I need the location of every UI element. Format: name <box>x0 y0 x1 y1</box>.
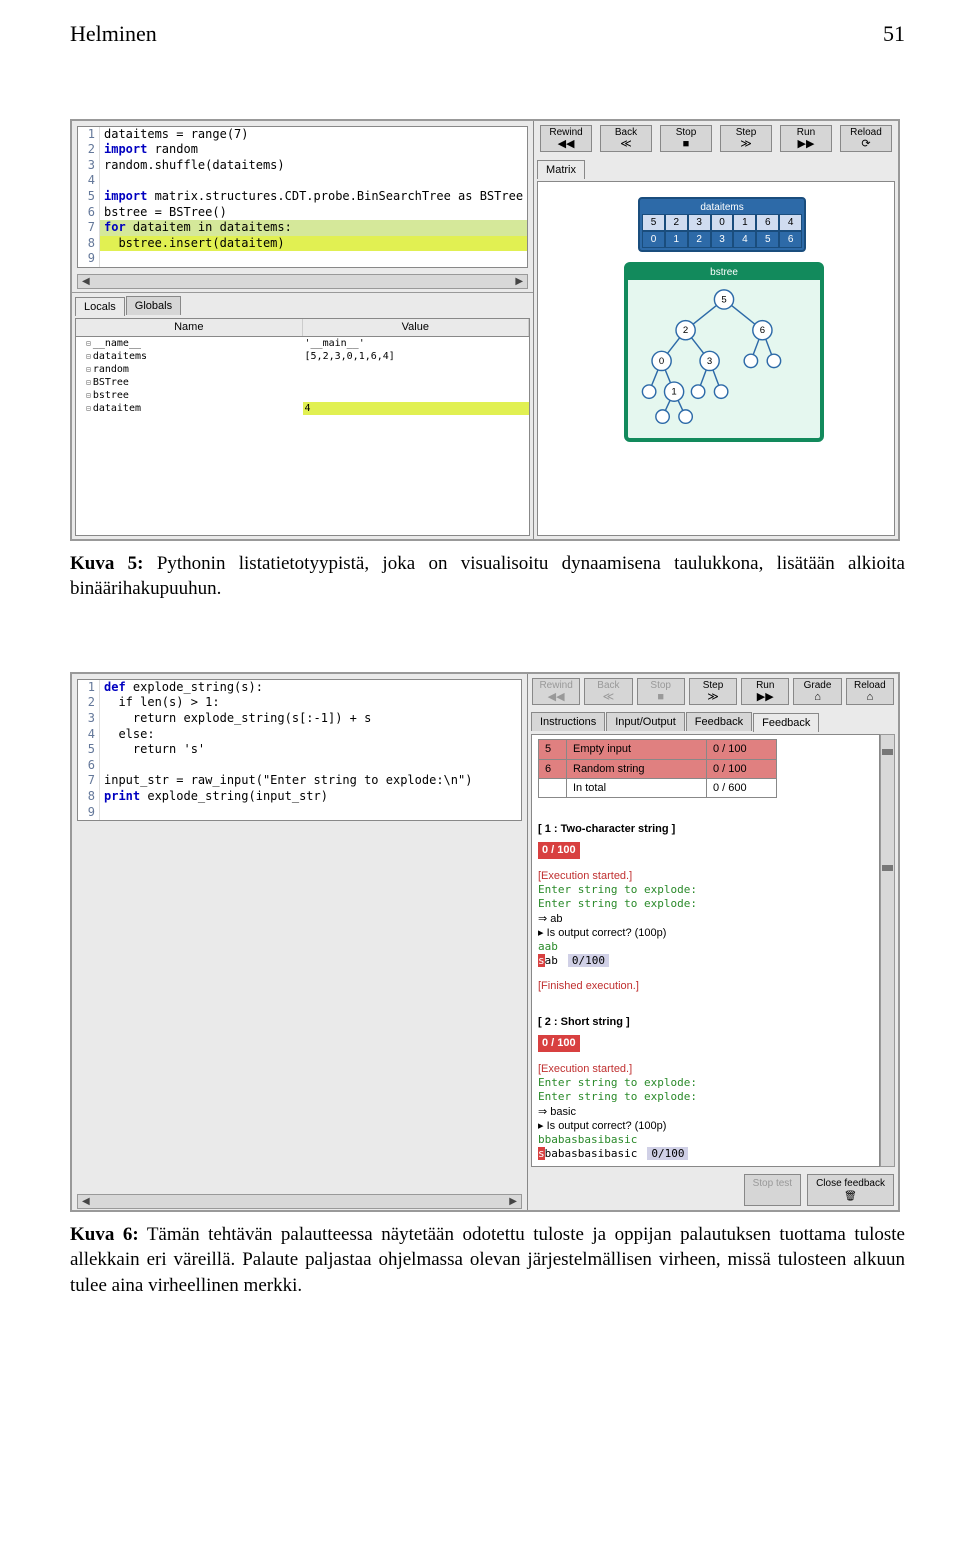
toolbar-back-button: Back≪ <box>584 678 632 705</box>
svg-text:1: 1 <box>671 387 676 398</box>
svg-text:0: 0 <box>659 356 664 367</box>
feedback-test: [ 1 : Two-character string ]0 / 100[Exec… <box>538 808 873 993</box>
tab-instructions[interactable]: Instructions <box>531 712 605 731</box>
variable-row: ⊟random <box>76 363 529 376</box>
scrollbar-horizontal[interactable]: ◀▶ <box>77 274 528 289</box>
toolbar-rewind-button: Rewind◀◀ <box>532 678 580 705</box>
scrollbar-horizontal[interactable]: ◀▶ <box>77 1194 522 1209</box>
variable-row: ⊟__name__'__main__' <box>76 337 529 350</box>
toolbar-reload-button[interactable]: Reload⌂ <box>846 678 894 705</box>
code-editor: 1def explode_string(s):2 if len(s) > 1:3… <box>77 679 522 821</box>
variable-row: ⊟bstree <box>76 389 529 402</box>
caption-2: Kuva 6: Tämän tehtävän palautteessa näyt… <box>70 1222 905 1299</box>
score-row: 6Random string0 / 100 <box>539 759 777 778</box>
toolbar-run-button[interactable]: Run▶▶ <box>780 125 832 152</box>
toolbar-grade-button[interactable]: Grade⌂ <box>793 678 841 705</box>
scrollbar-vertical[interactable] <box>880 734 895 1167</box>
toolbar-rewind-button[interactable]: Rewind◀◀ <box>540 125 592 152</box>
visualization-canvas: dataitems 5230164 0123456 bstree 526031 <box>537 181 895 536</box>
dataitems-array: dataitems 5230164 0123456 <box>638 197 806 252</box>
toolbar-reload-button[interactable]: Reload⟳ <box>840 125 892 152</box>
toolbar-stop-button[interactable]: Stop■ <box>660 125 712 152</box>
svg-text:3: 3 <box>707 356 712 367</box>
tab-feedback[interactable]: Feedback <box>753 713 819 732</box>
score-row: In total0 / 600 <box>539 778 777 797</box>
header-left: Helminen <box>70 20 157 49</box>
toolbar-step-button[interactable]: Step≫ <box>689 678 737 705</box>
tab-input-output[interactable]: Input/Output <box>606 712 685 731</box>
tab-globals[interactable]: Globals <box>126 296 181 315</box>
tab-locals[interactable]: Locals <box>75 297 125 316</box>
toolbar-step-button[interactable]: Step≫ <box>720 125 772 152</box>
figure-1: 1dataitems = range(7)2import random3rand… <box>70 119 900 541</box>
score-row: 5Empty input0 / 100 <box>539 740 777 759</box>
caption-1: Kuva 5: Pythonin listatietotyypistä, jok… <box>70 551 905 602</box>
score-table: 5Empty input0 / 1006Random string0 / 100… <box>538 739 777 798</box>
close-feedback-button[interactable]: Close feedback🗑 <box>807 1174 894 1206</box>
bstree-graph: bstree 526031 <box>624 262 824 442</box>
toolbar-stop-button: Stop■ <box>637 678 685 705</box>
variable-row: ⊟dataitems[5,2,3,0,1,6,4] <box>76 350 529 363</box>
header-right: 51 <box>883 20 905 49</box>
variable-row: ⊟dataitem4 <box>76 402 529 415</box>
tab-matrix[interactable]: Matrix <box>537 160 585 179</box>
tab-feedback[interactable]: Feedback <box>686 712 752 731</box>
svg-text:6: 6 <box>760 325 765 336</box>
feedback-panel: 5Empty input0 / 1006Random string0 / 100… <box>531 734 880 1167</box>
code-editor: 1dataitems = range(7)2import random3rand… <box>77 126 528 268</box>
stop-test-button: Stop test <box>744 1174 801 1206</box>
col-value: Value <box>303 319 530 335</box>
toolbar-back-button[interactable]: Back≪ <box>600 125 652 152</box>
variable-row: ⊟BSTree <box>76 376 529 389</box>
feedback-test: [ 2 : Short string ]0 / 100[Execution st… <box>538 1001 873 1162</box>
variables-table: Name Value ⊟__name__'__main__'⊟dataitems… <box>75 318 530 535</box>
col-name: Name <box>76 319 303 335</box>
svg-text:5: 5 <box>721 294 726 305</box>
svg-text:2: 2 <box>683 325 688 336</box>
toolbar-run-button[interactable]: Run▶▶ <box>741 678 789 705</box>
figure-2: 1def explode_string(s):2 if len(s) > 1:3… <box>70 672 900 1212</box>
